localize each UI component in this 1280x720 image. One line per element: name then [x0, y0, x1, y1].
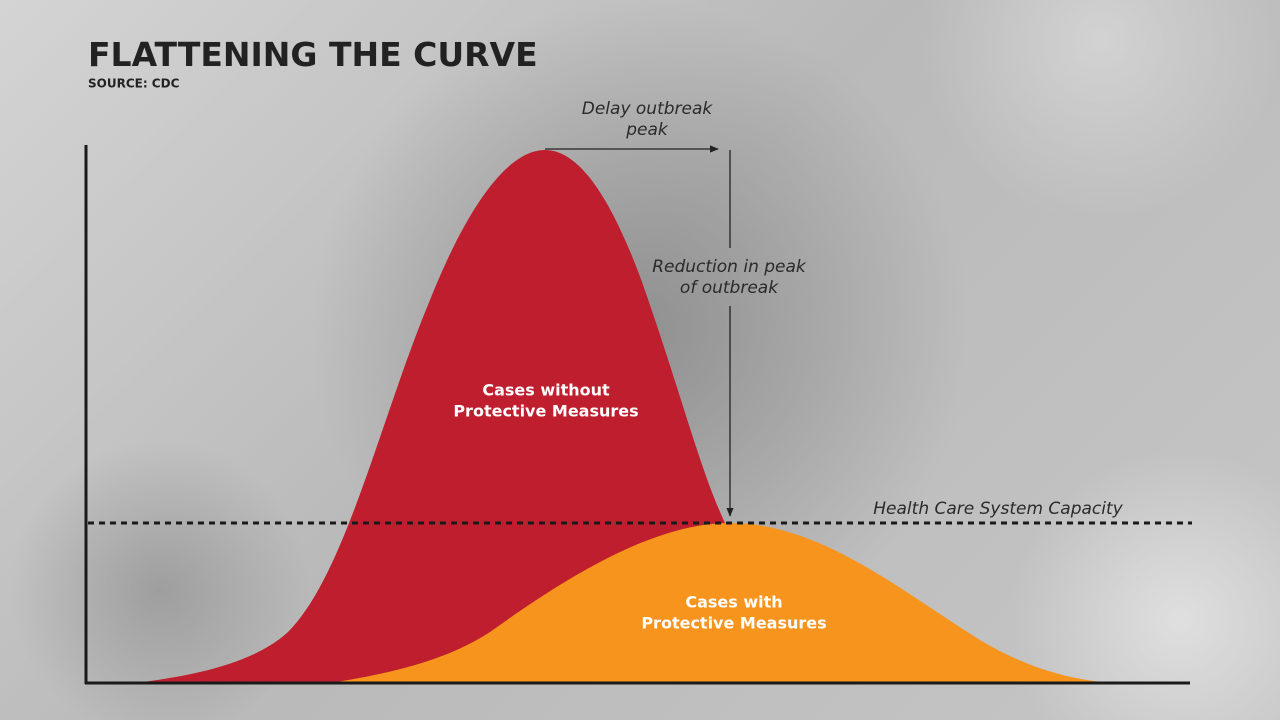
delay-label: Delay outbreak [582, 99, 714, 119]
curve-with [330, 523, 1125, 683]
curve-label: Protective Measures [453, 402, 638, 421]
title: FLATTENING THE CURVE [88, 35, 538, 74]
capacity-label: Health Care System Capacity [873, 499, 1123, 519]
source: SOURCE: CDC [88, 77, 180, 91]
curve-label: Cases without [482, 381, 610, 400]
curve-label: Cases with [685, 593, 782, 612]
delay-label: peak [625, 120, 669, 140]
reduction-label: Reduction in peak [652, 257, 807, 277]
reduction-label: of outbreak [680, 278, 779, 298]
curve-label: Protective Measures [641, 614, 826, 633]
